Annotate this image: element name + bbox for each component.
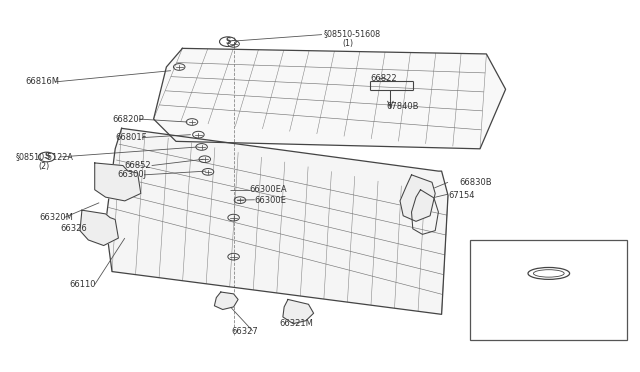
Text: 66300E: 66300E xyxy=(255,196,287,205)
Polygon shape xyxy=(400,175,435,221)
Text: 67840B: 67840B xyxy=(386,102,419,110)
Text: 66852: 66852 xyxy=(125,161,152,170)
Text: 66801F: 66801F xyxy=(115,133,147,142)
Text: 66300J: 66300J xyxy=(117,170,147,179)
Polygon shape xyxy=(214,292,238,310)
Polygon shape xyxy=(106,128,448,314)
Text: 66110: 66110 xyxy=(69,280,95,289)
Text: 66820P: 66820P xyxy=(112,115,144,124)
Text: J 600033: J 600033 xyxy=(531,329,566,338)
Text: (2): (2) xyxy=(38,162,50,171)
Text: 66326: 66326 xyxy=(61,224,88,233)
Polygon shape xyxy=(95,163,141,201)
Text: §08510-5122A: §08510-5122A xyxy=(16,152,74,161)
Polygon shape xyxy=(283,299,314,324)
Bar xyxy=(470,240,627,340)
Text: §08510-51608: §08510-51608 xyxy=(323,29,380,38)
Text: 66327: 66327 xyxy=(232,327,259,336)
Text: 66830B: 66830B xyxy=(460,178,492,187)
Polygon shape xyxy=(154,48,506,149)
Text: 66300EA: 66300EA xyxy=(250,185,287,194)
Text: 66321M: 66321M xyxy=(279,319,313,328)
Text: 66320M: 66320M xyxy=(40,213,74,222)
Text: (1): (1) xyxy=(342,39,353,48)
Text: 99070E: 99070E xyxy=(533,244,564,253)
Text: 66822: 66822 xyxy=(370,74,397,83)
Text: 66816M: 66816M xyxy=(26,77,60,86)
Polygon shape xyxy=(80,210,118,246)
Text: S: S xyxy=(225,37,230,46)
Text: S: S xyxy=(44,153,49,161)
Text: 67154: 67154 xyxy=(448,191,474,200)
